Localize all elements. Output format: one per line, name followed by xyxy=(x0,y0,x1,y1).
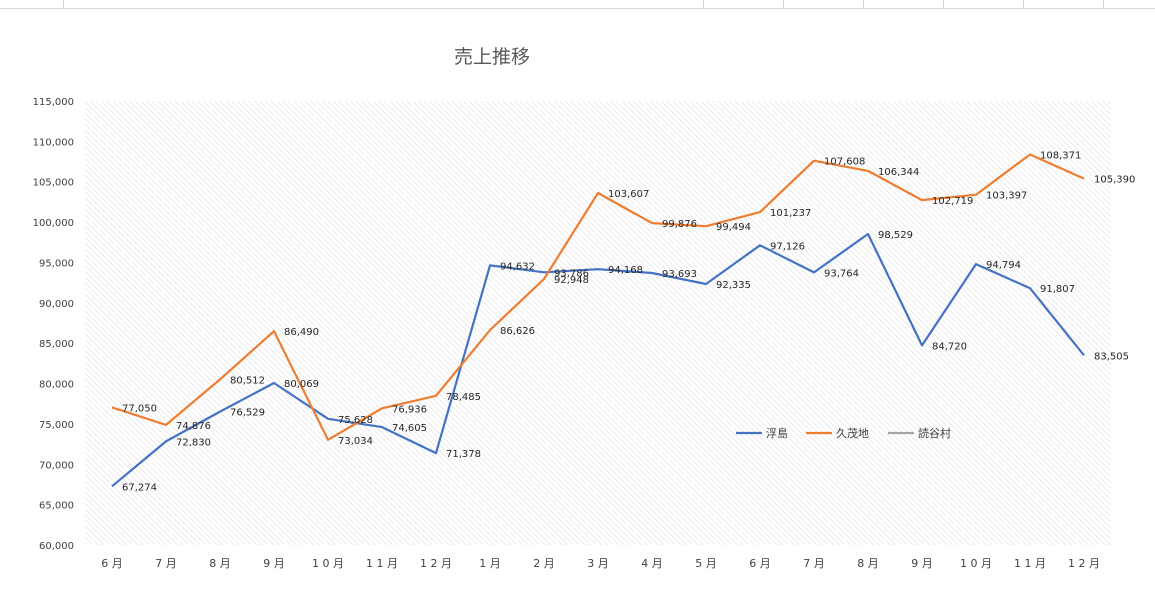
data-label: 76,936 xyxy=(392,404,427,415)
data-label: 83,505 xyxy=(1094,351,1129,362)
data-label: 107,608 xyxy=(824,157,865,168)
data-label: 78,485 xyxy=(446,392,481,403)
x-tick-label: 6 月 xyxy=(101,557,123,570)
data-label: 92,948 xyxy=(554,275,589,286)
data-label: 74,605 xyxy=(392,423,427,434)
data-label: 106,344 xyxy=(878,167,919,178)
x-tick-label: 1 2 月 xyxy=(420,557,452,570)
plot-area xyxy=(85,101,1111,545)
x-tick-label: 3 月 xyxy=(587,557,609,570)
data-label: 80,069 xyxy=(284,379,319,390)
data-label: 93,786 xyxy=(554,268,589,279)
column-divider xyxy=(703,0,704,8)
y-tick-label: 95,000 xyxy=(39,258,74,269)
x-tick-label: 7 月 xyxy=(803,557,825,570)
y-tick-label: 100,000 xyxy=(33,218,74,229)
series-lines xyxy=(111,153,1085,488)
x-tick-label: 9 月 xyxy=(263,557,285,570)
data-label: 74,876 xyxy=(176,421,211,432)
data-label: 80,512 xyxy=(230,375,265,386)
series-line[interactable] xyxy=(111,153,1085,441)
data-label: 71,378 xyxy=(446,449,481,460)
data-label: 84,720 xyxy=(932,341,967,352)
x-tick-label: 1 月 xyxy=(479,557,501,570)
x-tick-label: 1 2 月 xyxy=(1068,557,1100,570)
y-tick-label: 80,000 xyxy=(39,380,74,391)
y-tick-label: 75,000 xyxy=(39,420,74,431)
legend-label: 久茂地 xyxy=(836,426,869,440)
x-tick-label: 6 月 xyxy=(749,557,771,570)
data-label: 91,807 xyxy=(1040,284,1075,295)
spreadsheet-header-strip xyxy=(0,0,1155,9)
y-tick-label: 115,000 xyxy=(33,97,74,108)
x-tick-label: 5 月 xyxy=(695,557,717,570)
data-label: 92,335 xyxy=(716,280,751,291)
data-label: 77,050 xyxy=(122,403,157,414)
data-label: 75,628 xyxy=(338,415,373,426)
data-label: 93,693 xyxy=(662,269,697,280)
data-label: 94,168 xyxy=(608,265,643,276)
data-label: 105,390 xyxy=(1094,175,1135,186)
data-label: 94,632 xyxy=(500,261,535,272)
x-axis: 6 月 7 月 8 月 9 月 1 0 月 1 1 月 1 2 月 1 月 2 月 3 月 4 月 5… xyxy=(101,557,1100,570)
x-tick-label: 8 月 xyxy=(209,557,231,570)
legend[interactable]: 浮島 久茂地 読谷村 xyxy=(736,426,951,440)
x-tick-label: 1 1 月 xyxy=(1014,557,1046,570)
y-tick-label: 85,000 xyxy=(39,339,74,350)
legend-label: 浮島 xyxy=(766,426,788,440)
y-tick-label: 105,000 xyxy=(33,178,74,189)
data-label: 93,764 xyxy=(824,268,859,279)
data-label: 94,794 xyxy=(986,260,1021,271)
data-label: 103,607 xyxy=(608,189,649,200)
chart-title: 売上推移 xyxy=(454,46,530,68)
x-tick-label: 9 月 xyxy=(911,557,933,570)
x-tick-label: 4 月 xyxy=(641,557,663,570)
data-label: 103,397 xyxy=(986,191,1027,202)
data-labels: 67,274 72,830 76,529 80,069 75,628 74,605 71,3… xyxy=(122,151,1135,494)
data-label: 98,529 xyxy=(878,230,913,241)
data-label: 86,626 xyxy=(500,326,535,337)
x-tick-label: 1 0 月 xyxy=(960,557,992,570)
data-label: 76,529 xyxy=(230,408,265,419)
data-label: 102,719 xyxy=(932,196,973,207)
x-tick-label: 1 0 月 xyxy=(312,557,344,570)
y-tick-label: 60,000 xyxy=(39,541,74,552)
data-label: 97,126 xyxy=(770,241,805,252)
column-divider xyxy=(783,0,784,8)
data-label: 101,237 xyxy=(770,208,811,219)
column-divider xyxy=(863,0,864,8)
data-label: 72,830 xyxy=(176,437,211,448)
legend-label: 読谷村 xyxy=(918,426,951,440)
series-line[interactable] xyxy=(111,232,1085,488)
x-tick-label: 2 月 xyxy=(533,557,555,570)
column-divider xyxy=(63,0,64,8)
data-label: 67,274 xyxy=(122,482,157,493)
data-label: 108,371 xyxy=(1040,151,1081,162)
column-divider xyxy=(1023,0,1024,8)
y-tick-label: 70,000 xyxy=(39,460,74,471)
y-axis: 60,000 65,000 70,000 75,000 80,000 85,000 90,0… xyxy=(33,97,74,552)
data-label: 99,876 xyxy=(662,219,697,230)
data-label: 99,494 xyxy=(716,222,751,233)
y-tick-label: 110,000 xyxy=(33,137,74,148)
x-tick-label: 8 月 xyxy=(857,557,879,570)
x-tick-label: 7 月 xyxy=(155,557,177,570)
column-divider xyxy=(943,0,944,8)
column-divider xyxy=(1103,0,1104,8)
y-tick-label: 65,000 xyxy=(39,501,74,512)
data-label: 86,490 xyxy=(284,327,319,338)
y-tick-label: 90,000 xyxy=(39,299,74,310)
x-tick-label: 1 1 月 xyxy=(366,557,398,570)
data-label: 73,034 xyxy=(338,436,373,447)
